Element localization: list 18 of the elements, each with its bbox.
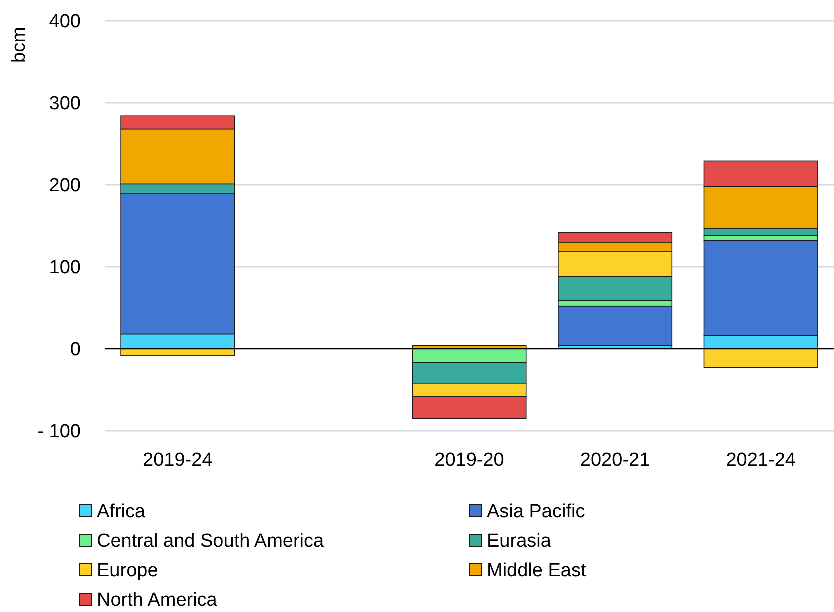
y-tick-label: 400 xyxy=(49,12,81,33)
y-tick-label: - 100 xyxy=(38,422,81,443)
legend-label: Europe xyxy=(97,560,158,582)
y-axis-title: bcm xyxy=(9,27,30,63)
y-tick-label: 300 xyxy=(49,94,81,115)
x-tick-label: 2021-24 xyxy=(726,450,796,471)
x-tick-label: 2020-21 xyxy=(580,450,650,471)
legend-label: Middle East xyxy=(487,560,587,582)
legend-label: Central and South America xyxy=(97,531,325,552)
x-tick-label: 2019-24 xyxy=(143,450,214,471)
y-tick-label: 100 xyxy=(49,258,81,279)
legend-label: North America xyxy=(97,590,218,612)
legend-label: Eurasia xyxy=(487,531,552,552)
y-tick-label: 200 xyxy=(49,176,81,197)
y-tick-label: 0 xyxy=(70,340,81,361)
x-tick-label: 2019-20 xyxy=(434,450,504,471)
legend-label: Asia Pacific xyxy=(487,502,586,523)
legend-label: Africa xyxy=(97,502,146,523)
